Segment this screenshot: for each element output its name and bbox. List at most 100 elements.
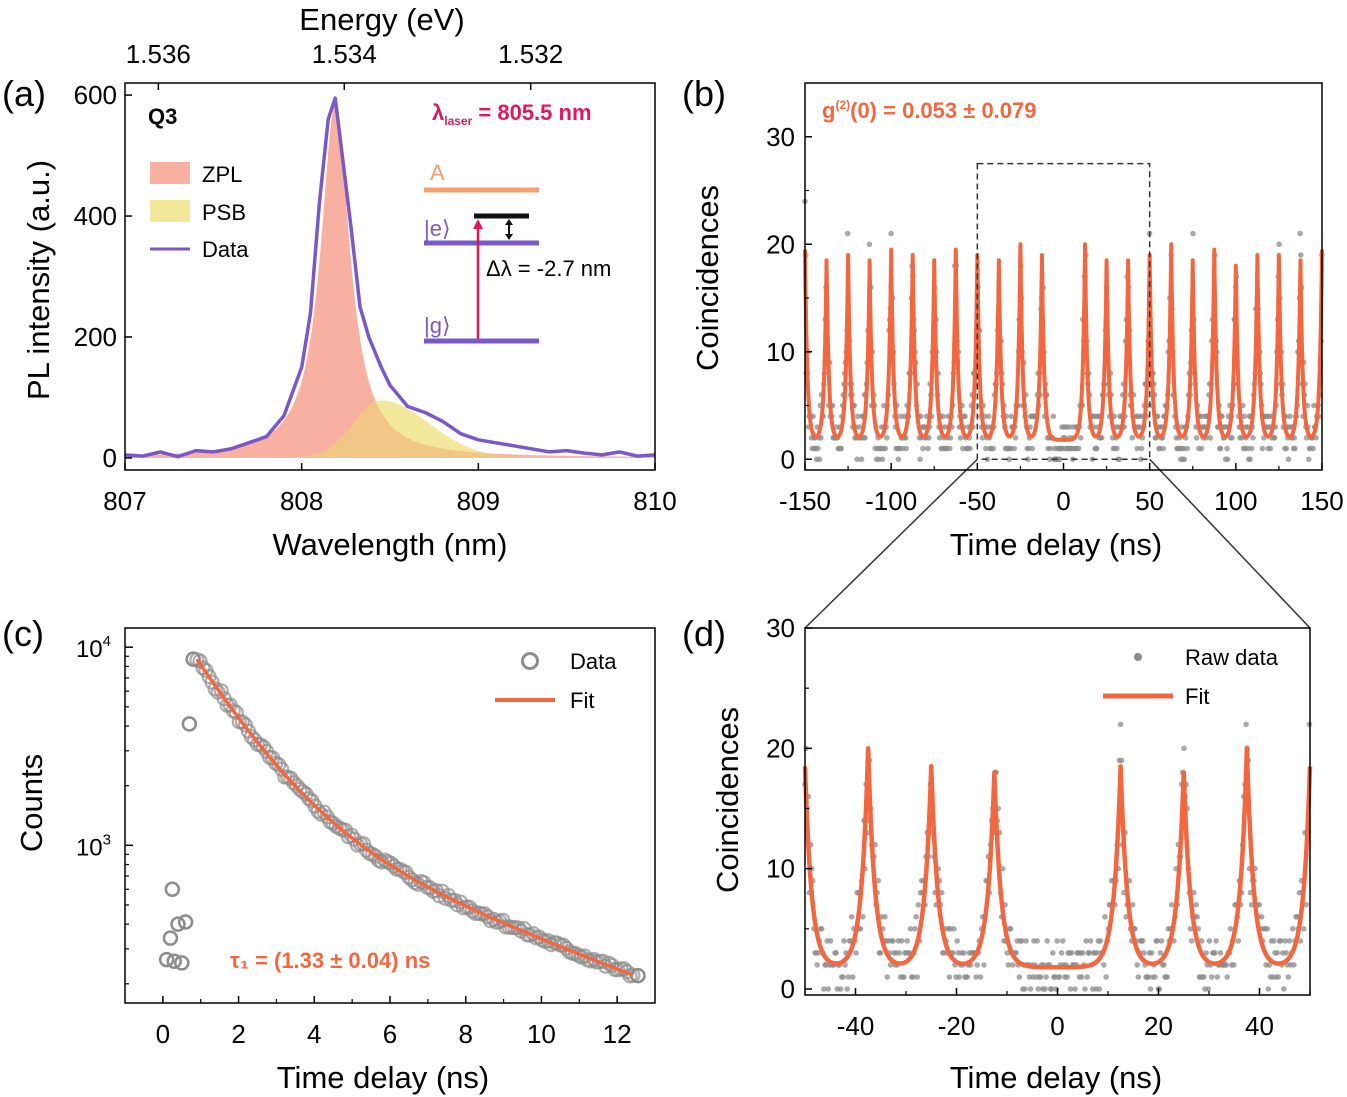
data-point — [181, 716, 198, 732]
laser-wavelength-label: λlaser = 805.5 nm — [432, 100, 592, 128]
raw-data-point — [1298, 252, 1304, 258]
panel-c-xlabel: Time delay (ns) — [277, 1060, 489, 1095]
panel-b-ylabel: Coincidences — [690, 185, 725, 371]
raw-data-point — [837, 986, 844, 992]
raw-data-point — [1271, 435, 1278, 441]
raw-data-point — [882, 445, 889, 452]
data-point — [158, 951, 175, 968]
raw-data-point — [1271, 938, 1277, 944]
raw-data-point — [1281, 986, 1287, 992]
raw-data-point — [1138, 445, 1145, 452]
raw-data-point — [925, 445, 931, 452]
level-g-label: |g⟩ — [424, 313, 451, 338]
raw-data-point — [1276, 241, 1282, 248]
raw-data-point — [875, 877, 882, 884]
x-tick-label: -40 — [837, 1011, 875, 1041]
raw-data-point — [1102, 914, 1108, 920]
raw-data-point — [1046, 456, 1053, 463]
x-tick-label: 8 — [458, 1019, 472, 1049]
raw-data-point — [1161, 962, 1167, 968]
raw-data-point — [1023, 938, 1029, 944]
y-tick-label: 0 — [103, 443, 117, 473]
raw-data-point — [1213, 938, 1219, 944]
raw-data-point — [838, 445, 844, 452]
raw-data-point — [946, 974, 953, 980]
raw-data-point — [1247, 456, 1253, 463]
raw-data-point — [815, 445, 821, 452]
raw-data-point — [1004, 950, 1010, 956]
data-point — [166, 953, 182, 969]
y-tick-label: 600 — [74, 80, 117, 110]
raw-data-point — [1275, 974, 1282, 980]
raw-data-point — [903, 445, 910, 452]
y-tick-label: 103 — [76, 831, 111, 861]
raw-data-point — [882, 914, 888, 920]
x-tick-label: 50 — [1135, 486, 1164, 516]
raw-data-point — [1201, 974, 1207, 980]
raw-data-point — [1054, 938, 1060, 944]
raw-data-point — [904, 938, 910, 944]
raw-data-point — [1306, 456, 1312, 463]
raw-data-point — [821, 986, 827, 992]
raw-data-point — [1044, 938, 1050, 944]
raw-data-point — [920, 445, 926, 452]
raw-data-point — [1047, 445, 1054, 452]
y-tick-label: 30 — [766, 122, 795, 152]
raw-data-point — [947, 435, 954, 441]
legend-c-data-label: Data — [570, 649, 617, 674]
raw-data-point — [1224, 974, 1230, 980]
y-tick-label: 10 — [766, 854, 795, 884]
raw-data-point — [841, 938, 847, 944]
raw-data-point — [862, 435, 868, 441]
raw-data-point — [1050, 950, 1056, 956]
raw-data-point — [907, 926, 914, 932]
raw-data-point — [981, 962, 987, 968]
raw-data-point — [888, 230, 894, 237]
raw-data-point — [1027, 986, 1034, 992]
raw-data-point — [848, 914, 855, 920]
raw-data-point — [901, 974, 907, 980]
raw-data-point — [915, 902, 922, 908]
y-tick-label: 0 — [781, 974, 795, 1004]
raw-data-point — [1181, 745, 1187, 752]
raw-data-point — [1285, 456, 1292, 463]
data-point — [162, 930, 179, 946]
zoom-line-left — [804, 458, 978, 629]
raw-data-point — [1206, 938, 1213, 944]
raw-data-point — [1101, 962, 1107, 968]
raw-data-point — [833, 950, 839, 956]
panel-label-d: (d) — [682, 613, 726, 654]
legend-raw-marker — [1134, 653, 1142, 661]
raw-data-point — [1056, 974, 1063, 980]
raw-data-point — [1181, 456, 1188, 463]
raw-data-point — [1235, 938, 1242, 944]
data-point — [170, 916, 186, 932]
raw-data-point — [1184, 445, 1190, 452]
raw-data-point — [840, 974, 846, 980]
x-tick-label: 807 — [103, 486, 146, 516]
lifetime-annotation: τ₁ = (1.33 ± 0.04) ns — [230, 948, 430, 973]
detuning-label: Δλ = -2.7 nm — [486, 256, 611, 281]
raw-data-point — [895, 456, 902, 463]
raw-data-point — [1022, 986, 1028, 992]
raw-data-point — [1006, 456, 1012, 463]
zoom-connector-lines — [804, 458, 1311, 629]
raw-data-point — [1207, 435, 1214, 441]
panel-b-plot-area: -150 -100 -50 0 50 100 150 0 10 20 30 — [766, 82, 1344, 516]
data-point — [213, 683, 229, 699]
raw-data-point — [1060, 938, 1066, 944]
x-tick-label: 100 — [1214, 486, 1257, 516]
y-tick-label: 30 — [766, 613, 795, 643]
y-tick-label: 20 — [766, 229, 795, 259]
top-tick-label: 1.534 — [312, 39, 377, 69]
raw-data-point — [896, 950, 903, 956]
raw-data-point — [1007, 926, 1014, 932]
x-tick-label: 150 — [1300, 486, 1343, 516]
raw-data-point — [1064, 974, 1070, 980]
raw-data-point — [827, 938, 834, 944]
raw-data-point — [1217, 950, 1224, 956]
raw-data-point — [816, 456, 823, 463]
raw-data-point — [1188, 938, 1195, 944]
